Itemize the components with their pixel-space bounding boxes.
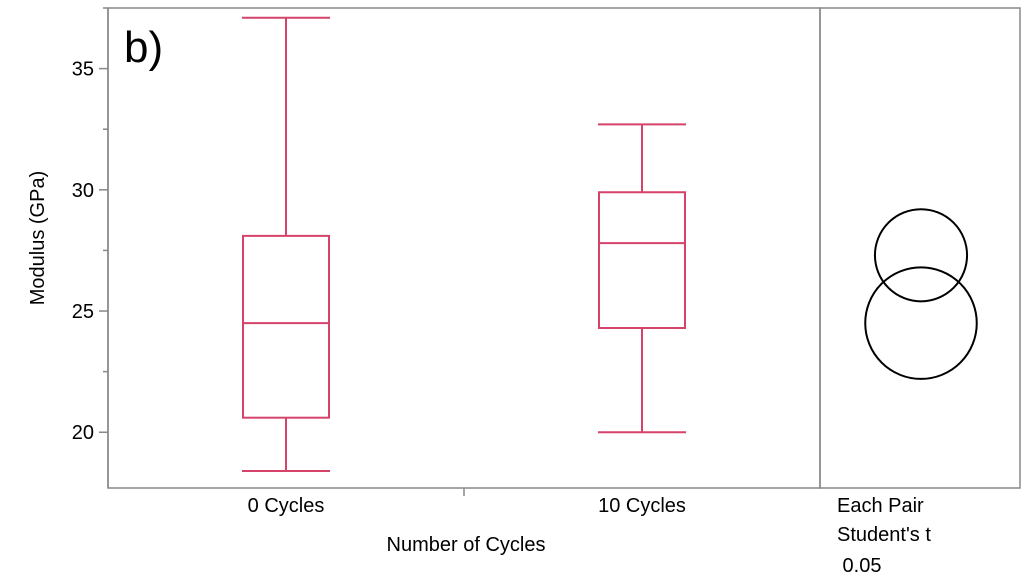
y-tick-label: 35 <box>72 59 94 81</box>
panel-label: b) <box>124 23 163 72</box>
box-0 <box>242 16 330 473</box>
comparison-circle-0 <box>873 208 969 303</box>
boxes <box>242 16 686 473</box>
iqr-box <box>598 191 686 329</box>
comparison-circles <box>864 208 978 380</box>
y-tick-label: 30 <box>72 180 94 202</box>
y-tick-label: 20 <box>72 422 94 444</box>
x-tick-label: 0 Cycles <box>248 495 325 517</box>
comparison-label-line-1: Each Pair <box>837 495 924 517</box>
box-1 <box>598 123 686 434</box>
comparison-circle-1 <box>864 266 978 380</box>
y-axis-title: Modulus (GPa) <box>27 171 49 306</box>
y-tick-label: 25 <box>72 301 94 323</box>
plot-frame <box>107 7 821 489</box>
iqr-box <box>242 234 330 419</box>
comparison-label-line-2: Student's t <box>837 524 931 546</box>
comparison-panel-frame <box>819 7 1021 489</box>
comparison-label-line-3: 0.05 <box>837 555 881 577</box>
x-axis-title: Number of Cycles <box>387 534 546 556</box>
x-tick-label: 10 Cycles <box>598 495 686 517</box>
x-ticks: 0 Cycles 10 Cycles <box>248 488 686 517</box>
y-ticks: 20 25 30 35 <box>72 7 108 444</box>
